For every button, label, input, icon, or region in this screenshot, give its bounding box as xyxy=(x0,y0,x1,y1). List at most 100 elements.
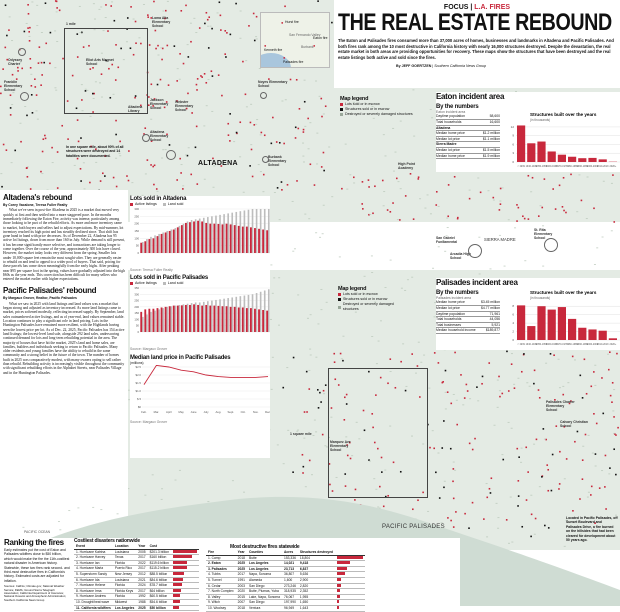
article-body: What we saw in 2025 with land listings a… xyxy=(3,302,125,375)
article-byline: By Margaux Grover, Realtor, Pacific Pali… xyxy=(3,296,125,300)
sold-bar xyxy=(219,215,221,253)
table-cell: 10. Drought/heat wave xyxy=(74,599,113,605)
stat-value: $3.45 million xyxy=(481,300,500,305)
active-bar xyxy=(262,310,264,332)
inset-label: Burbank xyxy=(301,45,314,49)
sold-bar xyxy=(260,292,262,332)
active-bar xyxy=(157,236,159,253)
y-tick-label: $0 xyxy=(138,405,142,409)
table-cell: 273,246 xyxy=(282,583,298,589)
stat-value: $1.5 million xyxy=(483,148,500,153)
table-cell: Florida Keys xyxy=(113,588,136,594)
bar xyxy=(568,157,576,162)
y-tick-label: 4 xyxy=(512,321,514,325)
structures-bar xyxy=(337,572,345,575)
stat-value: $1.9 million xyxy=(483,154,500,159)
active-bar xyxy=(205,305,207,332)
sold-bar xyxy=(179,305,181,332)
chart-source: Source: Teresa Fuller Realty xyxy=(130,268,270,272)
scale-label: 1 mile xyxy=(66,22,76,26)
active-bar xyxy=(152,238,154,253)
stat-value: $189,877 xyxy=(486,328,500,333)
stat-value: 71,961 xyxy=(490,312,500,317)
active-bar xyxy=(140,243,142,253)
ranking-body: Early estimates put the cost of Eaton an… xyxy=(4,548,70,583)
sold-bar xyxy=(223,214,225,253)
palisades-structures-chart: Structures built over the years(in thous… xyxy=(508,284,620,348)
sold-bar xyxy=(142,242,144,253)
table-cell: 10. Woolsey xyxy=(206,605,236,611)
y-tick-label: $1.0 xyxy=(136,389,142,393)
x-tick-label: < 1939 xyxy=(517,165,525,168)
active-bar xyxy=(152,309,154,332)
map-label: SIERRA MADRE xyxy=(484,238,516,242)
ocean-label: PACIFIC OCEAN xyxy=(24,530,50,534)
x-tick-label: 2020+ xyxy=(610,343,617,346)
active-bar xyxy=(250,309,252,333)
sold-bar xyxy=(175,228,177,253)
map-label: Palisades Charter Elementary School xyxy=(546,400,576,412)
structures-bar xyxy=(337,595,340,598)
sold-bar xyxy=(166,231,168,253)
sold-bar xyxy=(142,317,144,332)
sold-bar xyxy=(166,307,168,332)
table-cell: 153,336 xyxy=(282,555,298,561)
legend-item: Destroyed or severely damaged structures xyxy=(343,302,408,312)
sold-bar xyxy=(227,213,229,253)
active-bar xyxy=(181,225,183,253)
y-tick-label: 150 xyxy=(134,229,139,233)
active-bar xyxy=(189,222,191,253)
y-tick-label: $2.5 xyxy=(136,365,142,369)
sold-bar xyxy=(191,303,193,332)
map-label: Calvary Christian School xyxy=(560,420,590,428)
active-bar xyxy=(148,309,150,332)
sold-bar xyxy=(154,235,156,253)
byline-org: Southern California News Group xyxy=(434,64,486,68)
bar xyxy=(527,326,535,340)
sold-bar xyxy=(215,300,217,332)
school-label: Webster Elementary School xyxy=(175,100,205,112)
chart-source: Source: Margaux Grover xyxy=(130,347,270,351)
sold-bar xyxy=(219,300,221,333)
table-cell: $115.2 billion xyxy=(148,566,171,572)
sold-bar xyxy=(227,298,229,332)
article-title: Pacific Palisades' rebound xyxy=(3,286,125,296)
stat-label: Median lot price xyxy=(436,148,460,153)
active-bar xyxy=(266,311,268,332)
sold-bar xyxy=(158,310,160,333)
sold-bar xyxy=(187,304,189,332)
scale-label: 1 square mile xyxy=(290,432,312,436)
header: FOCUS | L.A. FIRES THE REAL ESTATE REBOU… xyxy=(334,0,620,88)
sold-bar xyxy=(256,209,258,253)
active-bar xyxy=(205,223,207,253)
sold-bar xyxy=(199,219,201,253)
sold-bar xyxy=(215,216,217,253)
active-bar xyxy=(201,306,203,332)
active-bar xyxy=(226,224,228,253)
sold-bar xyxy=(183,224,185,253)
sold-bar xyxy=(162,232,164,253)
y-tick-label: 200 xyxy=(134,305,139,309)
active-bar xyxy=(144,310,146,333)
table-cell: 318,935 xyxy=(282,589,298,595)
stat-row: Median household income$189,877 xyxy=(436,328,500,334)
bar xyxy=(558,155,566,162)
active-bar xyxy=(197,305,199,332)
active-bar xyxy=(213,306,215,332)
active-bar xyxy=(266,230,268,253)
active-bar xyxy=(222,224,224,253)
fire-icon: ● xyxy=(281,20,283,25)
active-bar xyxy=(173,230,175,253)
table-cell: 2018 xyxy=(236,605,247,611)
stat-label: Total households xyxy=(436,317,461,322)
structures-bar xyxy=(337,600,339,603)
structures-bar xyxy=(337,556,363,559)
x-tick-label: Nov. xyxy=(253,410,259,414)
byline: By JEFF GOERTZEN xyxy=(396,64,431,68)
x-tick-label: Aug. xyxy=(216,410,222,414)
legend-item: Destroyed or severely damaged structures xyxy=(345,112,413,117)
